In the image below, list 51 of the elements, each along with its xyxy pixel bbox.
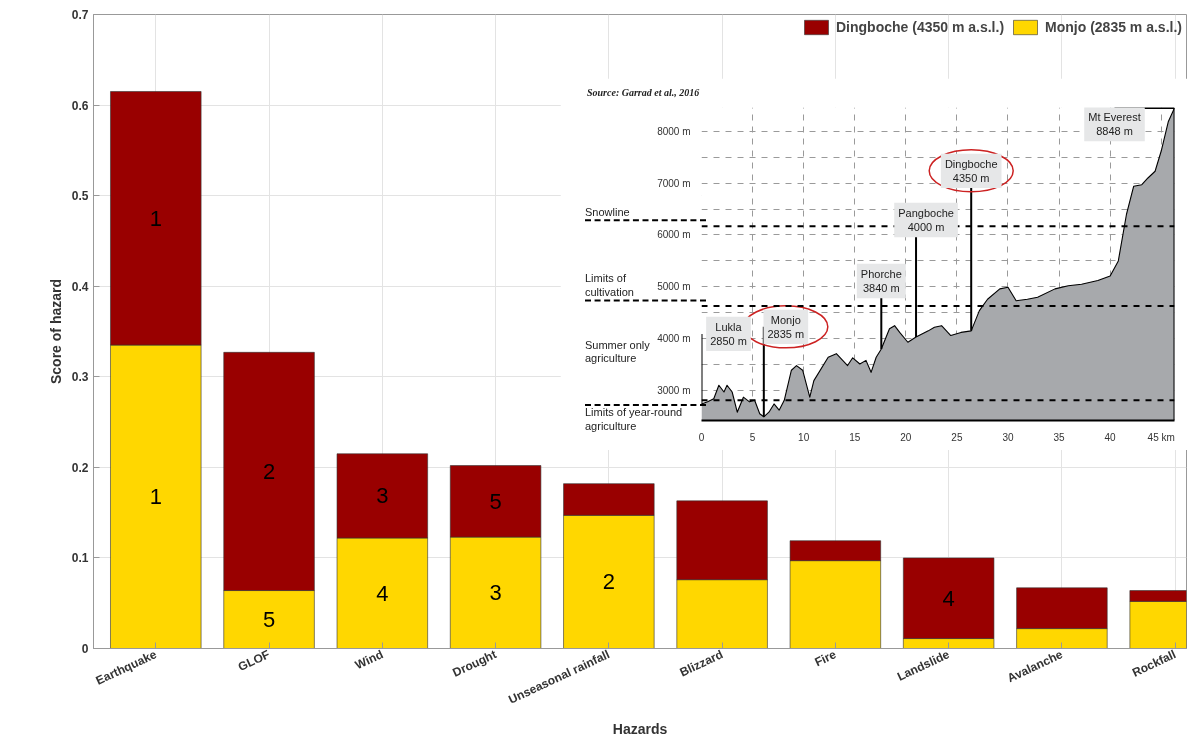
y-axis-title: Score of hazard [47,278,64,385]
ref-line-label: Snowline [585,205,630,220]
annotation: Monjo 2835 m [767,313,805,341]
annotation: 4 [942,585,955,611]
y-tick-label: 7000 m [657,177,691,189]
annotation: Source: Garrad et al., 2016 [587,87,700,100]
y-tick-label: 6000 m [657,229,691,241]
y-tick-label: 8000 m [657,125,691,137]
annotation: 3 [376,483,389,509]
x-tick-label: 5 [749,431,756,443]
x-tick-label: 30 [1002,431,1014,443]
annotation: Dingboche 4350 m [944,157,998,185]
x-tick-label: 45 km [1147,431,1175,443]
y-tick-label: 0.6 [71,98,89,113]
annotation: 2 [262,458,276,484]
x-tick-label: 10 [798,431,810,443]
y-tick-label: 0.3 [71,370,89,385]
x-tick-label: Fire [812,647,839,670]
annotation: Lukla 2850 m [710,320,747,348]
annotation: 1 [149,205,162,231]
y-tick-label: 0.2 [71,460,89,475]
y-tick-label: 0.5 [71,189,89,204]
annotation: 5 [262,607,276,633]
x-tick-label: GLOF [235,647,273,675]
annotation: Phorche 3840 m [860,267,902,295]
x-tick-label: 0 [698,431,705,443]
annotation: 1 [149,484,162,510]
y-tick-label: 5000 m [657,281,691,293]
x-tick-label: 15 [849,431,861,443]
ref-line-label: Limits of year-round agriculture [585,405,683,434]
annotation: 3 [489,580,502,606]
x-tick-label: 20 [900,431,912,443]
x-axis-title: Hazards [612,721,668,738]
y-tick-label: 0.1 [71,551,89,566]
annotation: 2 [602,569,615,595]
y-tick-label: 4000 m [657,333,691,345]
y-tick-label: 3000 m [657,384,691,396]
y-tick-label: 0.4 [71,279,89,294]
legend-label: Monjo (2835 m a.s.l.) [1045,19,1182,35]
annotation: 5 [489,488,502,514]
x-tick-label: 25 [951,431,963,443]
y-tick-label: 0.7 [71,8,89,22]
x-tick-label: 40 [1104,431,1117,443]
legend-label: Dingboche (4350 m a.s.l.) [836,19,1005,35]
annotation: Summer only agriculture [585,338,650,367]
annotation: Pangboche 4000 m [898,206,954,234]
ref-line-label: Limits of cultivation [585,271,634,300]
x-tick-label: Wind [352,647,386,673]
annotation: Mt Everest 8848 m [1088,110,1141,138]
x-tick-label: 35 [1053,431,1066,443]
annotation: 4 [376,580,389,606]
